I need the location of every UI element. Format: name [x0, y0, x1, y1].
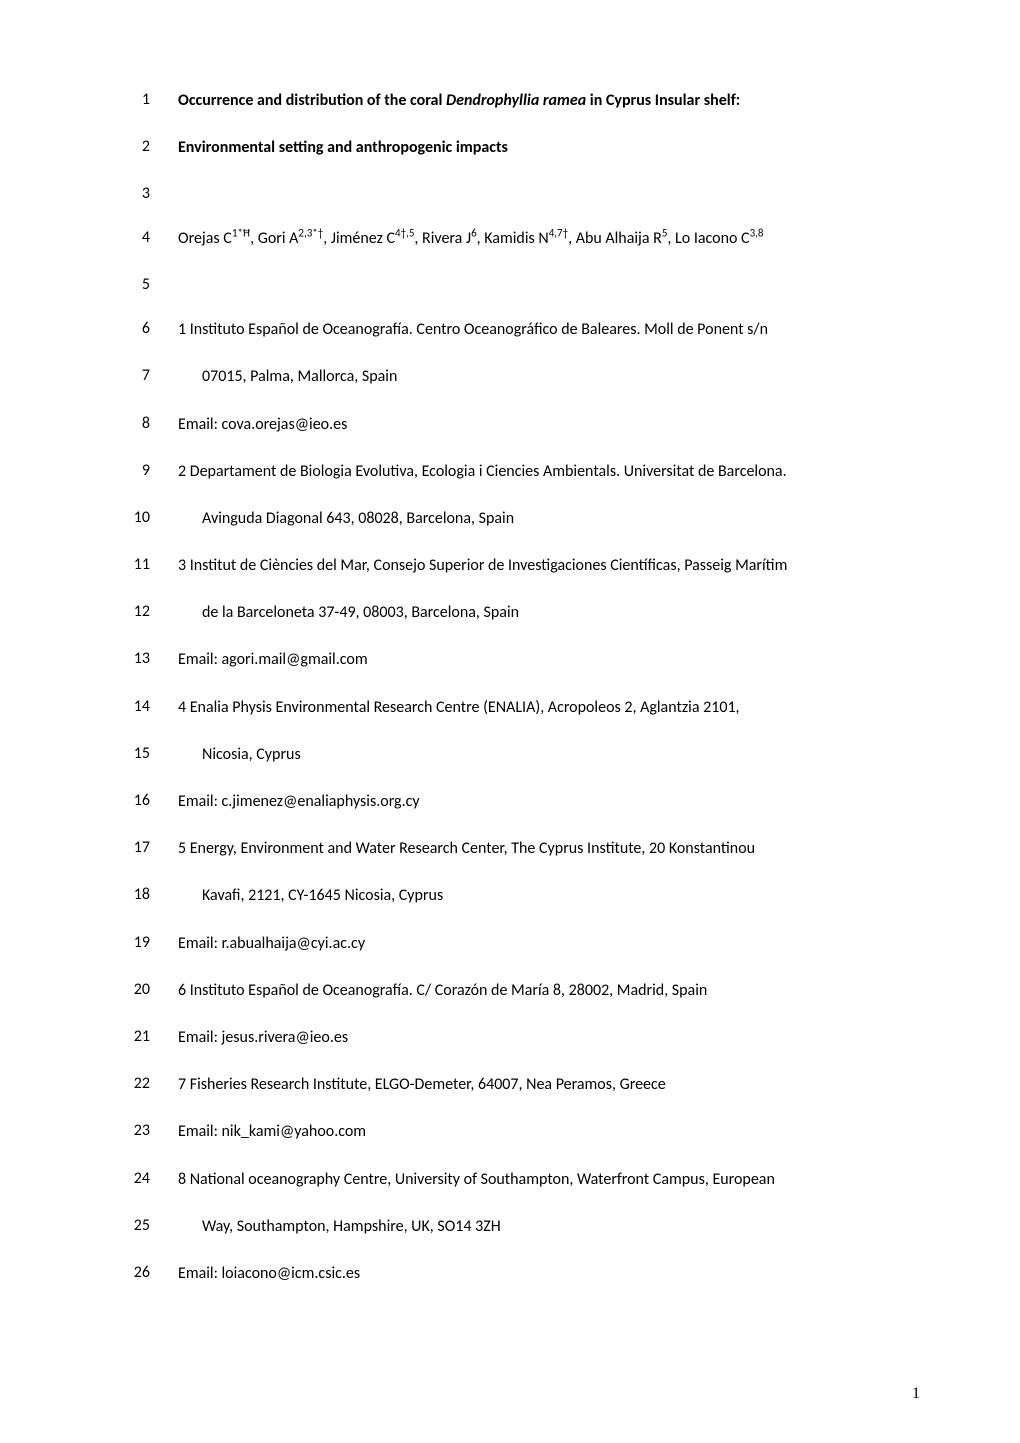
line-number: 7 — [110, 366, 150, 388]
manuscript-line: 11 3 Institut de Ciències del Mar, Conse… — [110, 555, 920, 577]
title-line-1: Occurrence and distribution of the coral… — [178, 90, 740, 112]
email-text: Email: cova.orejas@ieo.es — [178, 414, 347, 436]
author-name: , Kamidis N — [477, 229, 549, 248]
manuscript-line: 3 — [110, 184, 920, 203]
manuscript-line: 15 Nicosia, Cyprus — [110, 744, 920, 766]
line-number: 8 — [110, 414, 150, 436]
email-text: Email: loiacono@icm.csic.es — [178, 1263, 360, 1285]
author-name: , Lo Iacono C — [667, 229, 749, 248]
line-number: 11 — [110, 555, 150, 577]
affiliation-text: 5 Energy, Environment and Water Research… — [178, 838, 755, 860]
manuscript-line: 20 6 Instituto Español de Oceanografía. … — [110, 980, 920, 1002]
line-number: 3 — [110, 184, 150, 203]
line-number: 16 — [110, 791, 150, 813]
author-name: , Rivera J — [414, 229, 471, 248]
line-number: 17 — [110, 838, 150, 860]
affiliation-text: Way, Southampton, Hampshire, UK, SO14 3Z… — [178, 1216, 501, 1238]
affiliation-text: 1 Instituto Español de Oceanografía. Cen… — [178, 319, 768, 341]
page-number: 1 — [912, 1385, 920, 1403]
line-number: 2 — [110, 137, 150, 159]
line-number: 14 — [110, 697, 150, 719]
manuscript-line: 25 Way, Southampton, Hampshire, UK, SO14… — [110, 1216, 920, 1238]
line-number: 6 — [110, 319, 150, 341]
manuscript-line: 16 Email: c.jimenez@enaliaphysis.org.cy — [110, 791, 920, 813]
email-text: Email: nik_kami@yahoo.com — [178, 1121, 366, 1143]
manuscript-line: 24 8 National oceanography Centre, Unive… — [110, 1169, 920, 1191]
author-affiliation-sup: 2,3*† — [298, 227, 323, 240]
line-number: 10 — [110, 508, 150, 530]
affiliation-text: 3 Institut de Ciències del Mar, Consejo … — [178, 555, 787, 577]
line-number: 4 — [110, 228, 150, 250]
manuscript-line: 23 Email: nik_kami@yahoo.com — [110, 1121, 920, 1143]
author-affiliation-sup: 4†,5 — [395, 227, 414, 240]
line-number: 18 — [110, 885, 150, 907]
email-text: Email: r.abualhaija@cyi.ac.cy — [178, 933, 365, 955]
line-number: 5 — [110, 275, 150, 294]
affiliation-text: Avinguda Diagonal 643, 08028, Barcelona,… — [178, 508, 514, 530]
line-number: 21 — [110, 1027, 150, 1049]
line-number: 13 — [110, 649, 150, 671]
line-number: 1 — [110, 90, 150, 112]
manuscript-line: 2 Environmental setting and anthropogeni… — [110, 137, 920, 159]
manuscript-line: 12 de la Barceloneta 37-49, 08003, Barce… — [110, 602, 920, 624]
line-number: 15 — [110, 744, 150, 766]
manuscript-line: 21 Email: jesus.rivera@ieo.es — [110, 1027, 920, 1049]
manuscript-line: 9 2 Departament de Biologia Evolutiva, E… — [110, 461, 920, 483]
manuscript-line: 19 Email: r.abualhaija@cyi.ac.cy — [110, 933, 920, 955]
title-text-part: Occurrence and distribution of the coral — [178, 91, 446, 110]
line-number: 26 — [110, 1263, 150, 1285]
author-affiliation-sup: 3,8 — [750, 227, 764, 240]
manuscript-line: 7 07015, Palma, Mallorca, Spain — [110, 366, 920, 388]
affiliation-text: Nicosia, Cyprus — [178, 744, 301, 766]
line-number: 12 — [110, 602, 150, 624]
manuscript-line: 10 Avinguda Diagonal 643, 08028, Barcelo… — [110, 508, 920, 530]
manuscript-line: 6 1 Instituto Español de Oceanografía. C… — [110, 319, 920, 341]
line-number: 24 — [110, 1169, 150, 1191]
line-number: 22 — [110, 1074, 150, 1096]
affiliation-text: 07015, Palma, Mallorca, Spain — [178, 366, 397, 388]
line-number: 9 — [110, 461, 150, 483]
affiliation-text: 6 Instituto Español de Oceanografía. C/ … — [178, 980, 707, 1002]
affiliation-text: 2 Departament de Biologia Evolutiva, Eco… — [178, 461, 787, 483]
manuscript-line: 5 — [110, 275, 920, 294]
line-number: 19 — [110, 933, 150, 955]
email-text: Email: c.jimenez@enaliaphysis.org.cy — [178, 791, 420, 813]
line-number: 20 — [110, 980, 150, 1002]
manuscript-line: 14 4 Enalia Physis Environmental Researc… — [110, 697, 920, 719]
manuscript-line: 13 Email: agori.mail@gmail.com — [110, 649, 920, 671]
authors-line: Orejas C1*Ħ, Gori A2,3*†, Jiménez C4†,5,… — [178, 228, 763, 250]
manuscript-line: 18 Kavafi, 2121, CY-1645 Nicosia, Cyprus — [110, 885, 920, 907]
affiliation-text: Kavafi, 2121, CY-1645 Nicosia, Cyprus — [178, 885, 443, 907]
manuscript-line: 22 7 Fisheries Research Institute, ELGO-… — [110, 1074, 920, 1096]
author-name: , Abu Alhaija R — [568, 229, 662, 248]
affiliation-text: 8 National oceanography Centre, Universi… — [178, 1169, 775, 1191]
title-line-2: Environmental setting and anthropogenic … — [178, 137, 508, 159]
email-text: Email: agori.mail@gmail.com — [178, 649, 368, 671]
author-name: Orejas C — [178, 229, 232, 248]
affiliation-text: de la Barceloneta 37-49, 08003, Barcelon… — [178, 602, 519, 624]
author-affiliation-sup: 4,7† — [549, 227, 568, 240]
affiliation-text: 7 Fisheries Research Institute, ELGO-Dem… — [178, 1074, 666, 1096]
affiliation-text: 4 Enalia Physis Environmental Research C… — [178, 697, 740, 719]
author-name: , Gori A — [250, 229, 298, 248]
manuscript-line: 4 Orejas C1*Ħ, Gori A2,3*†, Jiménez C4†,… — [110, 228, 920, 250]
manuscript-line: 17 5 Energy, Environment and Water Resea… — [110, 838, 920, 860]
manuscript-line: 8 Email: cova.orejas@ieo.es — [110, 414, 920, 436]
email-text: Email: jesus.rivera@ieo.es — [178, 1027, 348, 1049]
title-text-part: in Cyprus Insular shelf: — [586, 91, 740, 110]
line-number: 23 — [110, 1121, 150, 1143]
manuscript-line: 26 Email: loiacono@icm.csic.es — [110, 1263, 920, 1285]
manuscript-line: 1 Occurrence and distribution of the cor… — [110, 90, 920, 112]
author-affiliation-sup: 1*Ħ — [232, 227, 250, 240]
author-name: , Jiménez C — [323, 229, 395, 248]
species-name: Dendrophyllia ramea — [446, 91, 586, 110]
line-number: 25 — [110, 1216, 150, 1238]
